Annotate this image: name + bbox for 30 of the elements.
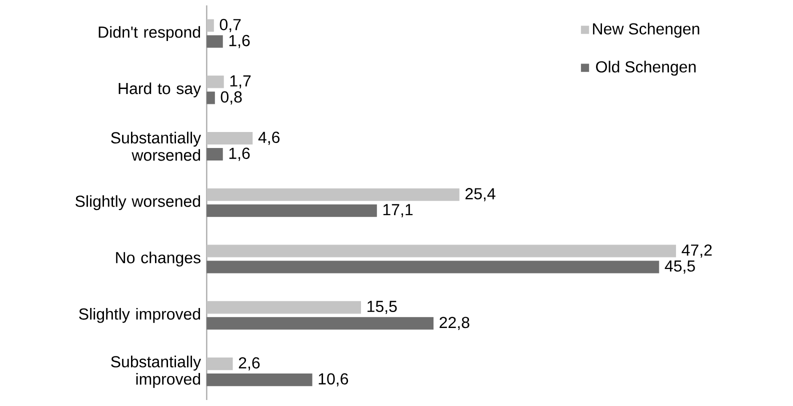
y-tick-label: Substantially worsened <box>111 132 202 161</box>
data-label: 47,2 <box>682 244 712 258</box>
data-label: 1,6 <box>229 34 250 48</box>
legend-label: New Schengen <box>593 22 700 38</box>
data-label: 0,8 <box>220 91 242 105</box>
data-label: 0,7 <box>220 18 241 32</box>
bar <box>206 260 660 274</box>
data-label: 22,8 <box>440 316 470 330</box>
data-label: 4,6 <box>258 132 280 145</box>
data-label: 2,6 <box>238 357 260 370</box>
bar <box>206 204 377 217</box>
data-label: 45,5 <box>664 260 695 274</box>
data-label: 1,7 <box>230 75 251 88</box>
y-tick-label: Slightly improved <box>79 308 200 323</box>
y-tick-label: No changes <box>116 252 200 267</box>
bar <box>206 148 223 161</box>
y-tick-label: Substantially improved <box>111 356 202 388</box>
data-label: 10,6 <box>318 373 348 386</box>
y-tick-label: Slightly worsened <box>76 195 200 210</box>
bar <box>206 317 434 330</box>
y-tick-label: Didn't respond <box>98 26 200 41</box>
data-label: 17,1 <box>383 204 413 218</box>
bar <box>206 92 215 104</box>
data-label: 1,6 <box>229 148 250 161</box>
data-label: 15,5 <box>368 300 397 314</box>
bar <box>206 35 223 48</box>
y-tick-label: Hard to say <box>118 82 202 98</box>
bar <box>206 374 312 386</box>
data-label: 25,4 <box>465 188 496 202</box>
legend-label: Old Schengen <box>596 60 696 76</box>
